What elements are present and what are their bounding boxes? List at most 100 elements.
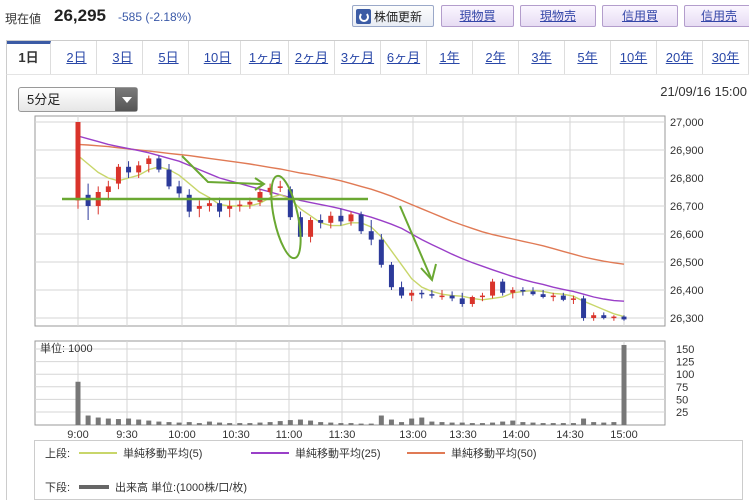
candle-up — [247, 201, 253, 205]
price-y-tick: 26,800 — [670, 173, 704, 185]
time-x-tick: 9:00 — [67, 429, 88, 440]
volume-bar — [156, 421, 162, 425]
refresh-price-button[interactable]: 株価更新 — [352, 5, 434, 27]
volume-bar — [358, 423, 364, 425]
candle-up — [206, 203, 212, 206]
candle-down — [156, 158, 162, 170]
candle-up — [257, 192, 263, 202]
candle-up — [115, 166, 121, 184]
volume-bar — [247, 423, 253, 425]
tab-2d[interactable]: 2日 — [57, 41, 97, 74]
volume-bar — [490, 422, 496, 425]
volume-bar — [196, 423, 202, 425]
volume-bar — [570, 423, 576, 425]
volume-bar — [388, 419, 394, 425]
tab-2y[interactable]: 2年 — [473, 41, 519, 74]
ma50-polyline — [77, 143, 625, 265]
tab-10d[interactable]: 10日 — [195, 41, 241, 74]
price-y-tick: 26,700 — [670, 201, 704, 213]
annotation-circle — [270, 174, 302, 260]
candle-down — [449, 295, 455, 299]
time-x-axis: 9:00 9:30 10:00 10:30 11:00 11:30 13:00 13:30 14… — [67, 429, 637, 440]
legend-ma50-swatch — [407, 452, 445, 454]
cash-sell-button[interactable]: 現物売 — [520, 5, 596, 27]
volume-bar — [591, 422, 597, 425]
interval-select[interactable]: 5分足 — [18, 87, 138, 112]
time-x-tick: 15:00 — [610, 429, 638, 440]
legend-ma25-swatch — [251, 452, 289, 454]
time-x-tick: 10:00 — [168, 429, 196, 440]
volume-bar — [459, 422, 465, 425]
candle-down — [520, 290, 526, 292]
volume-bar — [75, 381, 81, 425]
candle-up — [469, 297, 475, 304]
candle-up — [75, 122, 81, 201]
tab-3m[interactable]: 3ヶ月 — [335, 41, 381, 74]
volume-bar — [95, 417, 101, 425]
volume-bar — [419, 417, 425, 425]
candle-up — [105, 186, 111, 192]
volume-bar — [146, 420, 152, 425]
price-y-tick: 26,400 — [670, 285, 704, 297]
volume-bar — [176, 422, 182, 425]
candle-up — [550, 295, 556, 298]
candle-up — [439, 295, 445, 298]
candle-down — [338, 215, 344, 222]
volume-bar — [287, 420, 293, 425]
candle-down — [287, 189, 293, 218]
tab-5y[interactable]: 5年 — [565, 41, 611, 74]
candle-up — [267, 187, 273, 192]
chart-timestamp: 21/09/16 15:00 — [660, 84, 747, 99]
candle-up — [611, 316, 617, 319]
candle-down — [621, 316, 627, 320]
legend-volume-text: 出来高 単位:(1000株/口/枚) — [115, 482, 248, 494]
candle-down — [581, 298, 587, 318]
volume-bar — [126, 418, 132, 425]
volume-bar — [581, 418, 587, 425]
candle-down — [530, 291, 536, 295]
tab-20y[interactable]: 20年 — [657, 41, 703, 74]
candle-down — [186, 194, 192, 212]
legend-lower-label: 下段: — [45, 482, 71, 494]
candle-up — [196, 206, 202, 209]
volume-bar — [257, 422, 263, 425]
legend-ma25: 単純移動平均(25) — [251, 445, 407, 461]
volume-bar — [429, 421, 435, 425]
volume-bar — [399, 422, 405, 425]
volume-bar — [601, 422, 607, 425]
legend-volume: 出来高 単位:(1000株/口/枚) — [79, 479, 247, 495]
tab-2m[interactable]: 2ヶ月 — [289, 41, 335, 74]
volume-bar — [540, 423, 546, 425]
candle-up — [237, 204, 243, 207]
volume-bar — [217, 422, 223, 425]
candle-down — [378, 239, 384, 265]
cash-buy-button[interactable]: 現物買 — [441, 5, 514, 27]
candle-down — [459, 298, 465, 304]
tab-1m[interactable]: 1ヶ月 — [243, 41, 289, 74]
candle-up — [479, 295, 485, 298]
time-x-tick: 14:00 — [502, 429, 530, 440]
current-price-label: 現在値 — [5, 12, 42, 26]
candle-up — [277, 186, 283, 188]
margin-buy-button[interactable]: 信用買 — [602, 5, 678, 27]
legend-ma25-text: 単純移動平均(25) — [295, 448, 381, 460]
volume-bar — [328, 422, 334, 425]
tab-3d[interactable]: 3日 — [103, 41, 143, 74]
tab-6m[interactable]: 6ヶ月 — [381, 41, 427, 74]
time-x-tick: 14:30 — [556, 429, 584, 440]
volume-bar — [520, 422, 526, 425]
tab-10y[interactable]: 10年 — [611, 41, 657, 74]
tab-3y[interactable]: 3年 — [519, 41, 565, 74]
candle-down — [368, 231, 374, 240]
tab-1d[interactable]: 1日 — [7, 41, 51, 74]
candle-up — [591, 315, 597, 318]
tab-1y[interactable]: 1年 — [427, 41, 473, 74]
candle-down — [429, 294, 435, 296]
candle-up — [490, 281, 496, 296]
volume-bar — [85, 415, 91, 425]
volume-bar — [318, 422, 324, 425]
tab-5d[interactable]: 5日 — [149, 41, 189, 74]
volume-y-tick: 50 — [676, 394, 688, 406]
margin-sell-button[interactable]: 信用売 — [684, 5, 749, 27]
